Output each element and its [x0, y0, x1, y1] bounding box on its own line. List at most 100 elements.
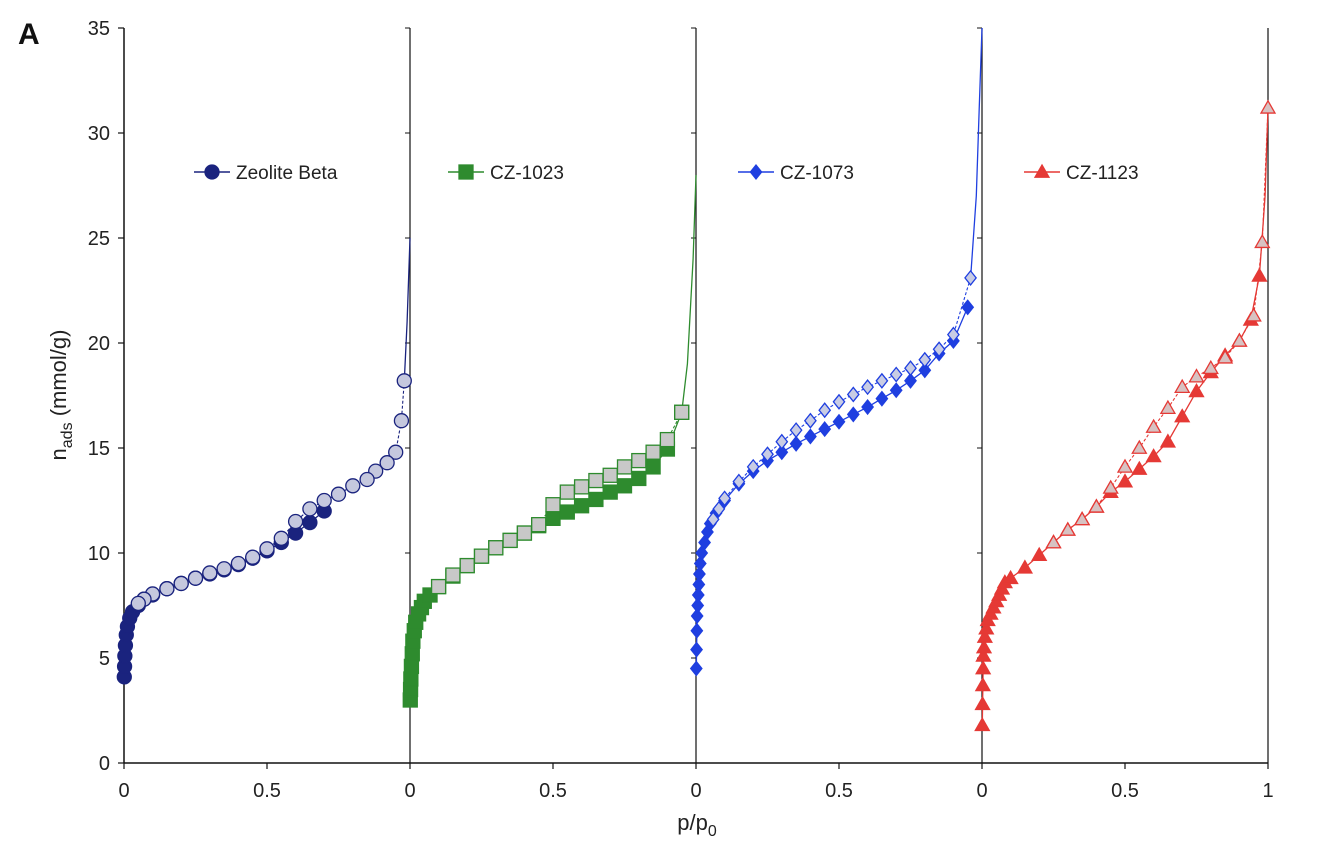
saturation-line — [969, 27, 983, 278]
adsorption-point — [861, 399, 875, 416]
y-axis-title-subscript: ads — [59, 422, 76, 448]
adsorption-point — [690, 622, 704, 639]
x-tick-label: 0 — [118, 780, 129, 802]
adsorption-point — [404, 646, 420, 662]
legend-label: CZ-1123 — [1066, 163, 1139, 184]
x-axis-title: p/p0 — [677, 810, 717, 840]
y-tick-label: 0 — [99, 753, 110, 775]
desorption-point — [388, 444, 404, 460]
adsorption-point — [975, 639, 993, 654]
panel-letter: A — [18, 18, 40, 51]
adsorption-point — [889, 382, 903, 399]
desorption-point — [516, 525, 533, 541]
desorption-point — [1259, 99, 1277, 114]
desorption-point — [1254, 233, 1271, 249]
legend-marker — [749, 163, 763, 181]
adsorption-point — [789, 435, 803, 452]
adsorption-point — [818, 421, 832, 438]
adsorption-point — [975, 660, 992, 675]
adsorption-point — [978, 620, 995, 635]
adsorption-line — [981, 275, 1261, 726]
x-tick-label: 0.5 — [539, 780, 567, 802]
desorption-point — [502, 532, 518, 549]
legend-entry: Zeolite Beta — [194, 163, 338, 184]
adsorption-point — [545, 510, 561, 527]
legend-marker — [1033, 163, 1051, 178]
desorption-point — [775, 433, 789, 450]
legend-label: CZ-1073 — [780, 163, 854, 184]
adsorption-point — [1159, 433, 1177, 448]
desorption-point — [345, 478, 361, 494]
desorption-point — [746, 458, 760, 475]
desorption-point — [545, 497, 561, 513]
desorption-point — [302, 501, 318, 517]
y-tick-label: 5 — [99, 648, 110, 670]
desorption-point — [273, 530, 289, 546]
desorption-point — [573, 479, 590, 495]
desorption-point — [718, 490, 732, 507]
desorption-point — [645, 444, 661, 460]
x-tick-label: 0 — [976, 780, 987, 802]
desorption-point — [706, 511, 720, 528]
desorption-point — [459, 557, 475, 574]
desorption-point — [359, 471, 375, 488]
adsorption-point — [690, 641, 704, 658]
desorption-point — [1159, 399, 1177, 415]
desorption-point — [616, 459, 633, 475]
desorption-point — [1045, 534, 1062, 549]
desorption-point — [130, 595, 146, 612]
desorption-point — [1216, 349, 1234, 364]
desorption-point — [1131, 439, 1148, 454]
adsorption-point — [961, 299, 975, 316]
desorption-point — [187, 570, 204, 586]
desorption-point — [531, 517, 547, 533]
adsorption-point — [689, 660, 703, 677]
adsorption-point — [302, 514, 318, 531]
adsorption-point — [1016, 559, 1034, 574]
y-axis-title: nads (mmol/g) — [46, 330, 76, 461]
desorption-point — [259, 541, 275, 557]
desorption-point — [216, 561, 232, 577]
adsorption-point — [1131, 460, 1148, 475]
desorption-point — [904, 360, 917, 377]
desorption-point — [964, 269, 977, 286]
desorption-point — [393, 413, 410, 429]
desorption-point — [559, 484, 575, 500]
y-tick-label: 30 — [88, 123, 110, 145]
adsorption-point — [691, 597, 705, 614]
desorption-point — [946, 326, 960, 343]
desorption-point — [803, 412, 817, 429]
desorption-point — [230, 555, 247, 572]
series-cz-1123 — [974, 99, 1277, 732]
y-tick-label: 15 — [88, 438, 110, 460]
desorption-point — [1102, 479, 1119, 494]
adsorption-point — [695, 544, 709, 562]
adsorption-point — [1174, 408, 1191, 423]
adsorption-point — [803, 428, 817, 445]
series-cz-1023 — [402, 174, 697, 708]
adsorption-point — [1116, 473, 1134, 488]
desorption-point — [588, 472, 604, 489]
x-tick-label: 0 — [690, 780, 701, 802]
adsorption-point — [645, 459, 661, 475]
desorption-point — [396, 373, 412, 389]
desorption-point — [631, 452, 647, 469]
desorption-point — [488, 540, 504, 556]
desorption-point — [1073, 511, 1091, 526]
desorption-point — [789, 422, 803, 439]
desorption-point — [1174, 378, 1191, 394]
legend-entry: CZ-1123 — [1024, 163, 1139, 184]
desorption-point — [173, 575, 189, 592]
adsorption-point — [616, 478, 633, 494]
desorption-point — [245, 549, 261, 565]
adsorption-point — [573, 498, 590, 514]
series-layer — [116, 27, 1277, 732]
adsorption-point — [974, 716, 991, 732]
adsorption-point — [832, 413, 846, 430]
adsorption-point — [602, 484, 618, 500]
y-tick-label: 10 — [88, 543, 110, 565]
adsorption-point — [1031, 546, 1048, 561]
saturation-line — [681, 174, 697, 413]
legend-label: Zeolite Beta — [236, 163, 338, 184]
x-tick-label: 0.5 — [825, 780, 853, 802]
